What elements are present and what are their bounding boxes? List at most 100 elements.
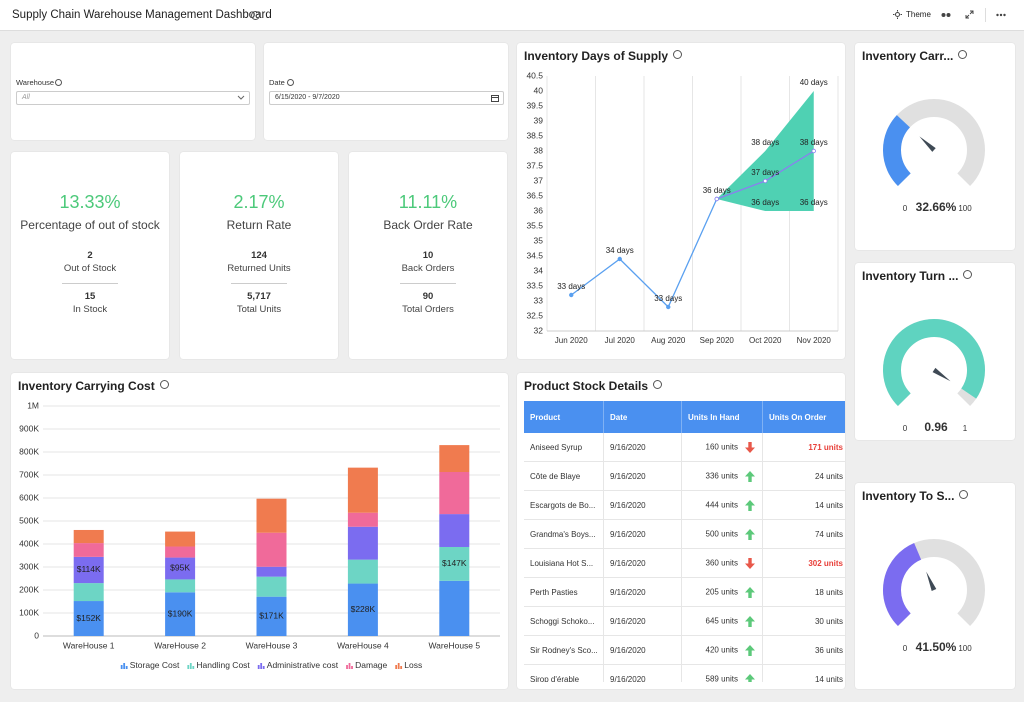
legend-icon — [262, 666, 265, 669]
info-icon[interactable] — [159, 380, 169, 389]
info-icon[interactable] — [653, 380, 663, 389]
date-cell: 9/16/2020 — [603, 433, 682, 462]
bar-segment — [347, 559, 378, 584]
y-tick-label: 35 — [534, 235, 544, 245]
theme-icon[interactable] — [893, 10, 902, 19]
gauge: 0 0.96 1 — [883, 319, 985, 434]
product-cell: Perth Pasties — [524, 577, 604, 607]
calendar-icon[interactable] — [491, 94, 499, 102]
table-row: Côte de Blaye 9/16/2020 336 units 24 units — [524, 461, 845, 491]
y-tick-label: 500K — [19, 515, 39, 525]
in-hand-cell: 205 units — [681, 577, 763, 607]
arrow-shape — [745, 644, 755, 656]
x-tick-label: WareHouse 2 — [154, 640, 206, 650]
trend-arrow — [745, 644, 755, 656]
stat-label: Total Units — [236, 304, 282, 315]
date-filter: Date 6/15/2020 - 9/7/2020 — [264, 43, 508, 140]
info-icon[interactable] — [959, 490, 969, 499]
arrow-shape — [745, 557, 755, 569]
table-row: Sirop d'érable 9/16/2020 589 units 14 units — [524, 664, 845, 682]
info-icon[interactable] — [673, 50, 683, 59]
on-order-cell: 24 units — [762, 461, 845, 491]
on-order-cell: 171 units — [762, 433, 845, 462]
stat-label: Back Orders — [401, 263, 455, 274]
stat-value: 124 — [251, 250, 267, 261]
y-tick-label: 40 — [534, 85, 544, 95]
bar-segment — [439, 514, 470, 547]
stat-value: 10 — [422, 250, 434, 261]
legend-icon — [257, 665, 260, 669]
kpi-card: 13.33% Percentage of out of stock 2 Out of … — [11, 152, 169, 359]
point — [569, 292, 574, 298]
in-hand-value: 645 units — [705, 616, 738, 626]
point — [811, 148, 816, 154]
gauge-card: Inventory Turn ... 0 0.96 1 — [855, 263, 1015, 440]
on-order-cell: 302 units — [762, 548, 845, 578]
in-hand-value: 360 units — [705, 558, 738, 568]
gauge-needle — [932, 367, 951, 382]
point — [763, 178, 768, 184]
info-icon[interactable] — [963, 270, 973, 279]
info-icon[interactable] — [55, 79, 62, 86]
date-cell: 9/16/2020 — [603, 519, 682, 549]
stat-label: Out of Stock — [63, 263, 117, 274]
warehouse-select[interactable]: All — [16, 91, 250, 105]
y-tick-label: 35.5 — [526, 220, 543, 230]
y-tick-label: 900K — [19, 423, 39, 433]
y-tick-label: 33.5 — [526, 280, 543, 290]
in-hand-value: 420 units — [705, 645, 738, 655]
title-text: Inventory To S... — [862, 489, 955, 503]
legend-icon — [346, 665, 348, 669]
table-row: Louisiana Hot S... 9/16/2020 360 units 302 … — [524, 548, 845, 578]
arrow-shape — [745, 470, 755, 482]
gauge-value: 32.66% — [916, 200, 957, 214]
filter-label: Date — [269, 78, 285, 87]
legend-icon — [187, 665, 190, 669]
point — [714, 196, 719, 202]
legend-item: Loss — [395, 660, 422, 670]
data-label: 33 days — [654, 294, 682, 303]
bar-segment — [347, 467, 378, 513]
legend-label: Administrative cost — [267, 660, 339, 670]
panel-title: Inventory Carr... — [862, 49, 968, 63]
data-label: $152K — [76, 613, 101, 623]
info-icon[interactable] — [287, 79, 294, 86]
in-hand-cell: 360 units — [681, 548, 763, 578]
gauge-min: 0 — [903, 424, 908, 433]
x-tick-label: WareHouse 5 — [428, 640, 480, 650]
separator — [231, 283, 287, 284]
data-label: $228K — [351, 604, 376, 614]
table-row: Schoggi Schoko... 9/16/2020 645 units 30 un… — [524, 606, 845, 636]
header-bar: Supply Chain Warehouse Management Dashbo… — [0, 0, 1024, 31]
more-icon[interactable] — [996, 13, 1006, 17]
data-label: $171K — [259, 611, 284, 621]
y-tick-label: 40.5 — [526, 70, 543, 80]
table-row: Sir Rodney's Sco... 9/16/2020 420 units 36 … — [524, 635, 845, 665]
legend-icon — [351, 666, 353, 669]
line-chart: 32 32.5 33 33.5 34 34.5 35 35.5 36 36.5 37 37.5 38 38… — [526, 70, 839, 345]
bar-segment — [73, 529, 104, 544]
info-icon[interactable] — [251, 11, 260, 20]
info-icon[interactable] — [958, 50, 968, 59]
column-header: Units In Hand — [681, 401, 763, 433]
on-order-cell: 30 units — [762, 606, 845, 636]
gauge-max: 1 — [963, 424, 968, 433]
reader-icon[interactable] — [941, 10, 951, 19]
y-tick-label: 38.5 — [526, 130, 543, 140]
expand-icon[interactable] — [965, 10, 974, 19]
product-cell: Escargots de Bo... — [524, 490, 604, 520]
y-tick-label: 36.5 — [526, 190, 543, 200]
kpi-title: Return Rate — [226, 218, 292, 232]
theme-button[interactable]: Theme — [906, 10, 931, 19]
stat-label: In Stock — [72, 304, 108, 315]
legend-icon — [397, 663, 400, 669]
stat-label: Total Orders — [402, 304, 454, 315]
data-label: 36 days — [800, 198, 828, 207]
x-tick-label: Nov 2020 — [797, 336, 832, 345]
x-tick-label: WareHouse 1 — [63, 640, 115, 650]
in-hand-cell: 500 units — [681, 519, 763, 549]
stat-value: 15 — [84, 291, 96, 302]
data-label: $114K — [77, 564, 101, 574]
gauge-min: 0 — [903, 204, 908, 213]
date-input[interactable]: 6/15/2020 - 9/7/2020 — [269, 91, 504, 105]
